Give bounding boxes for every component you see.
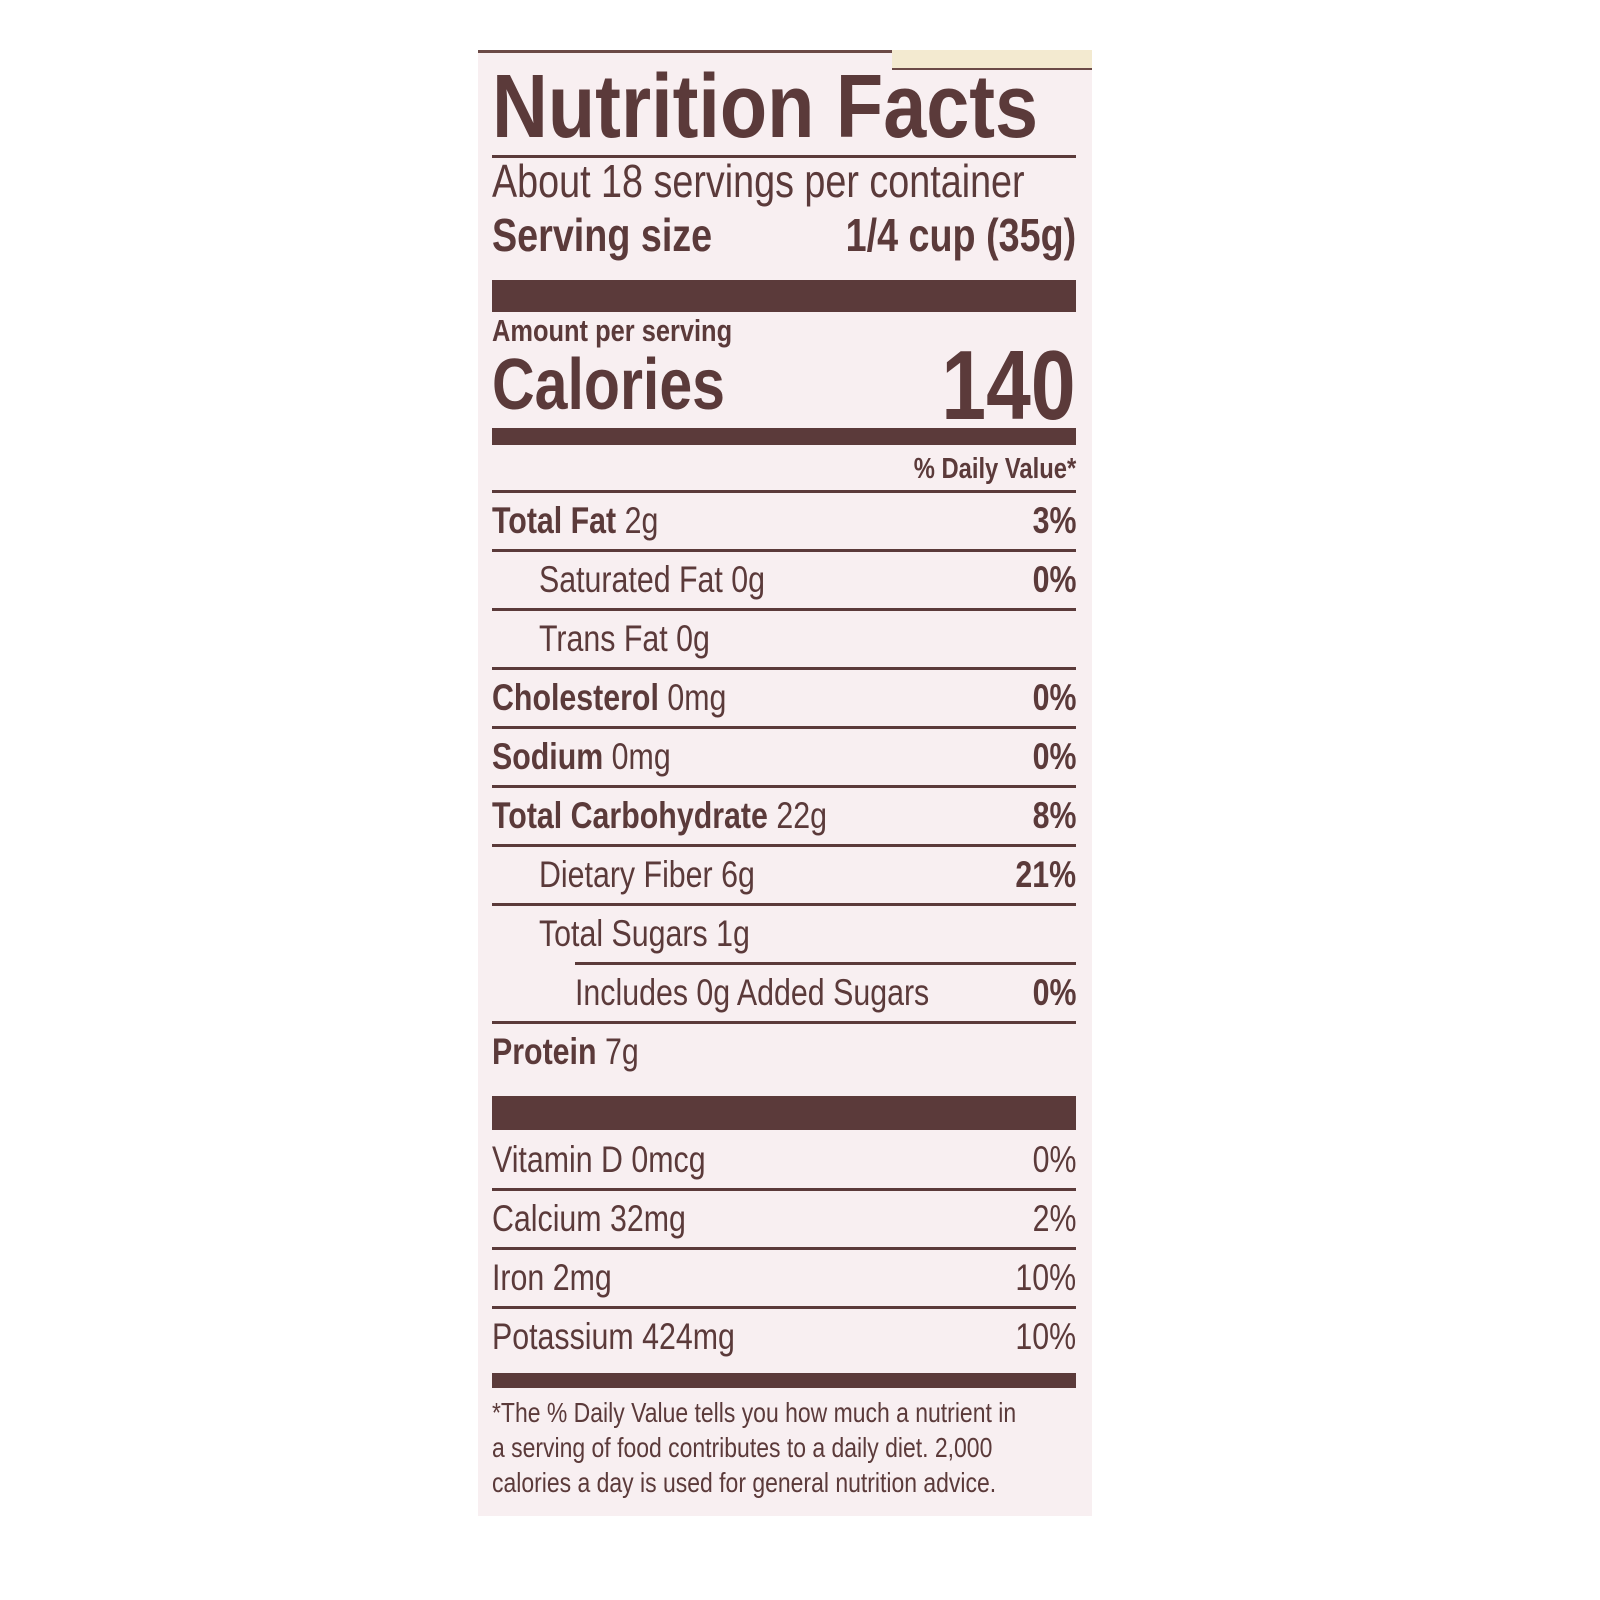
vitamin-row: Calcium 32mg 2%	[492, 1198, 1076, 1239]
serving-size-label: Serving size	[492, 209, 713, 261]
nutrient-row: Cholesterol 0mg 0%	[492, 677, 1076, 718]
servings-per-container: About 18 servings per container	[492, 155, 1025, 207]
vitamin-row: Vitamin D 0mcg 0%	[492, 1139, 1076, 1180]
nutrition-facts-label: Nutrition Facts About 18 servings per co…	[478, 50, 1092, 1516]
serving-size-value: 1/4 cup (35g)	[845, 209, 1076, 261]
vitamin-row: Iron 2mg 10%	[492, 1257, 1076, 1298]
nutrient-row: Total Fat 2g 3%	[492, 500, 1076, 541]
nutrient-row: Total Sugars 1g	[539, 913, 750, 954]
nutrient-row: Total Carbohydrate 22g 8%	[492, 795, 1076, 836]
daily-value-header: % Daily Value*	[913, 453, 1076, 485]
label-title: Nutrition Facts	[492, 57, 1039, 157]
nutrient-row: Dietary Fiber 6g 21%	[539, 854, 1076, 895]
nutrient-list: Total Fat 2g 3% Saturated Fat 0g 0% Trans …	[492, 493, 1076, 1080]
calories-value: 140	[941, 329, 1076, 440]
nutrient-row: Includes 0g Added Sugars 0%	[575, 972, 1076, 1013]
nutrient-row: Protein 7g	[492, 1031, 639, 1072]
vitamin-list: Vitamin D 0mcg 0% Calcium 32mg 2% Iron 2mg…	[492, 1132, 1076, 1365]
amount-per-serving: Amount per serving	[492, 313, 733, 348]
nutrient-row: Saturated Fat 0g 0%	[539, 559, 1076, 600]
footnote: *The % Daily Value tells you how much a …	[492, 1397, 1017, 1498]
package-edge	[892, 50, 1092, 70]
vitamin-row: Potassium 424mg 10%	[492, 1316, 1076, 1357]
nutrient-row: Sodium 0mg 0%	[492, 736, 1076, 777]
nutrient-row: Trans Fat 0g	[539, 618, 710, 659]
calories-label: Calories	[492, 345, 725, 425]
